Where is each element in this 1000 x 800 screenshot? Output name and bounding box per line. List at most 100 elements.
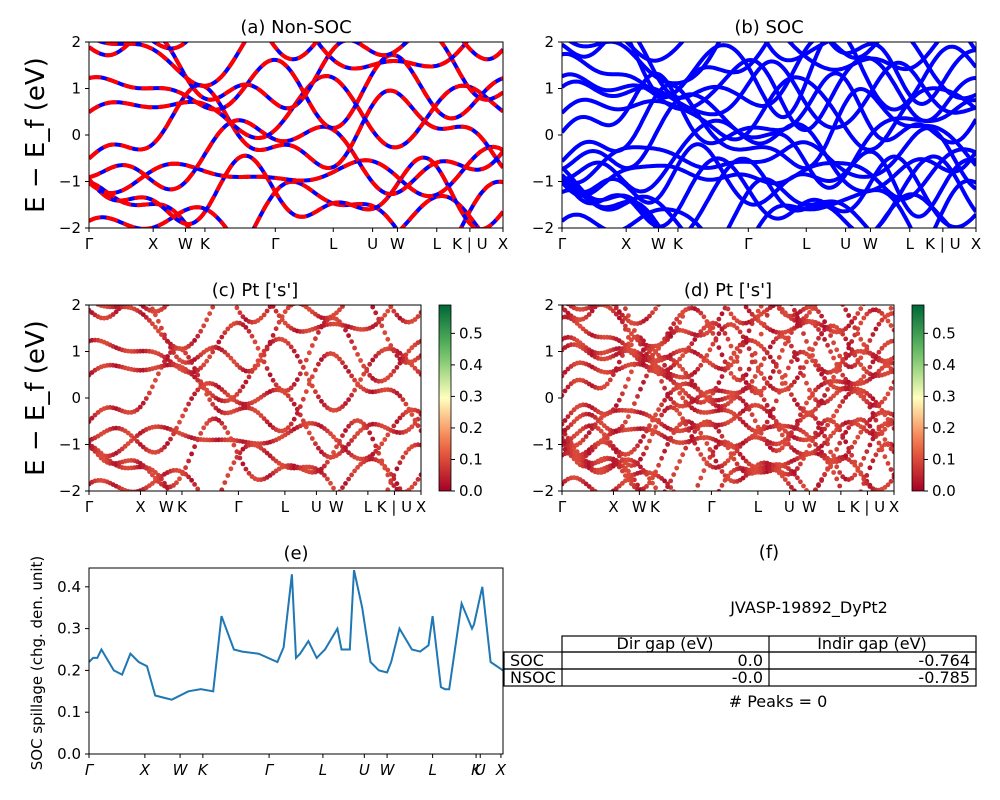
projection-point — [599, 492, 604, 497]
projection-point — [198, 491, 203, 496]
projection-point — [653, 306, 658, 312]
projection-point — [680, 264, 685, 269]
projection-point — [613, 305, 619, 311]
projection-point — [577, 440, 583, 446]
projection-point — [774, 502, 779, 507]
projection-point — [674, 273, 679, 278]
projection-point — [792, 469, 797, 475]
projection-point — [412, 481, 418, 486]
projection-point — [689, 529, 694, 534]
projection-point — [880, 278, 885, 283]
band-line — [562, 71, 976, 146]
colorbar-tick-label: 0.2 — [932, 419, 956, 437]
projection-point — [605, 295, 610, 300]
projection-point — [810, 492, 815, 497]
projection-point — [334, 310, 339, 316]
column-header-dir-gap: Dir gap (eV) — [617, 634, 714, 653]
projection-point — [608, 289, 613, 294]
projection-point — [855, 434, 861, 440]
projection-point — [822, 292, 827, 297]
projection-point — [261, 312, 267, 318]
panel-a-xtick-label: Γ — [85, 235, 94, 253]
projection-point — [410, 273, 415, 278]
projection-point — [776, 306, 782, 311]
projection-point — [828, 396, 833, 402]
projection-point — [891, 368, 894, 373]
projection-point — [231, 394, 237, 400]
projection-point — [665, 288, 670, 293]
projection-point — [192, 444, 198, 450]
projection-point — [620, 319, 625, 325]
projection-point — [216, 269, 221, 274]
panel-a-ytick-label: −2 — [59, 219, 81, 237]
projection-point — [837, 440, 843, 446]
projection-point — [695, 483, 701, 488]
projection-point — [346, 397, 351, 403]
projection-point — [871, 272, 876, 277]
panel-b-title: (b) SOC — [734, 17, 803, 38]
projection-point — [572, 298, 577, 303]
projection-point — [340, 448, 345, 454]
projection-point — [415, 477, 421, 482]
projection-point — [831, 453, 836, 459]
projection-point — [888, 323, 894, 328]
projection-point — [828, 520, 833, 525]
panel-b-xtick-label: Γ — [744, 235, 753, 253]
projection-point — [367, 278, 372, 283]
projection-point — [180, 278, 185, 283]
projection-point — [210, 260, 215, 265]
projection-point — [723, 273, 728, 278]
projection-point — [583, 434, 589, 439]
projection-point — [855, 522, 860, 527]
projection-point — [891, 411, 894, 417]
projection-point — [562, 373, 565, 379]
projection-point — [840, 358, 846, 364]
projection-point — [708, 265, 713, 270]
projection-point — [177, 283, 182, 288]
projection-point — [674, 465, 680, 471]
projection-point — [165, 441, 170, 446]
projection-point — [837, 470, 843, 475]
projection-point — [819, 313, 824, 319]
projection-point — [749, 359, 755, 365]
panel-b-xtick-label: L — [802, 235, 811, 253]
projection-point — [813, 387, 818, 393]
projection-point — [870, 359, 876, 365]
projection-point — [255, 410, 261, 416]
projection-point — [599, 291, 604, 296]
projection-point — [825, 292, 830, 297]
projection-point — [641, 379, 646, 385]
projection-point — [291, 348, 297, 354]
projection-point — [831, 374, 836, 380]
projection-point — [671, 330, 677, 335]
projection-point — [831, 340, 836, 346]
projection-point — [728, 355, 734, 361]
projection-point — [201, 425, 207, 431]
projection-point — [273, 308, 279, 314]
projection-point — [758, 305, 764, 309]
projection-point — [710, 341, 716, 347]
projection-point — [680, 314, 686, 319]
projection-point — [638, 493, 643, 498]
projection-point — [746, 406, 752, 412]
projection-point — [322, 504, 327, 509]
projection-point — [632, 401, 637, 406]
projection-point — [786, 365, 791, 371]
projection-point — [702, 270, 707, 275]
projection-point — [786, 335, 791, 341]
panel-a-ytick-label: −1 — [59, 173, 81, 191]
projection-point — [306, 350, 312, 356]
projection-point — [692, 527, 697, 532]
projection-point — [322, 472, 327, 478]
projection-point — [734, 325, 740, 331]
projection-point — [635, 394, 640, 399]
projection-point — [391, 308, 397, 314]
projection-point — [695, 386, 701, 392]
projection-point — [683, 307, 689, 313]
projection-point — [704, 353, 710, 358]
projection-point — [240, 384, 246, 390]
projection-point — [169, 490, 172, 491]
projection-point — [644, 316, 649, 322]
